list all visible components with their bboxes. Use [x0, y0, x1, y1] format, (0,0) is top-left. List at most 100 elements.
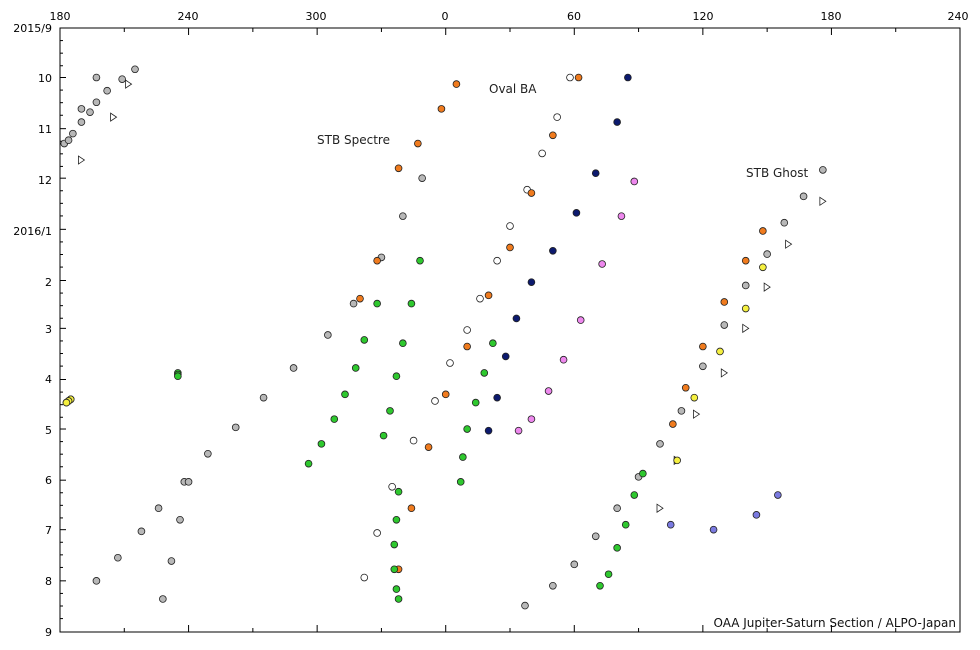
data-point — [514, 426, 523, 435]
data-point — [624, 73, 632, 82]
data-point — [317, 440, 326, 448]
y-tick-label-12: 9 — [45, 626, 52, 639]
data-point — [62, 398, 71, 407]
data-point — [414, 139, 422, 148]
data-point — [416, 256, 424, 265]
data-point — [741, 304, 750, 313]
data-point — [521, 601, 529, 610]
data-point — [639, 469, 647, 478]
data-point — [330, 415, 339, 423]
data-point — [69, 129, 77, 138]
data-point — [184, 478, 193, 486]
data-point — [621, 520, 630, 529]
data-point — [576, 316, 585, 324]
data-point — [289, 364, 298, 372]
data-point — [480, 369, 489, 377]
y-tick-label-8: 5 — [45, 424, 52, 437]
y-tick-label-4: 2016/1 — [13, 225, 52, 238]
data-point — [392, 585, 401, 593]
data-point — [669, 420, 677, 428]
data-point — [349, 299, 358, 308]
data-point — [392, 372, 401, 381]
data-point — [456, 478, 465, 486]
data-point — [77, 118, 86, 126]
data-point — [167, 557, 176, 565]
data-point — [489, 339, 497, 348]
data-point — [709, 525, 718, 534]
data-point — [304, 459, 313, 468]
data-point — [463, 425, 471, 433]
data-point — [407, 504, 416, 513]
data-point — [553, 113, 561, 121]
data-point — [759, 227, 767, 235]
data-point — [441, 390, 450, 399]
data-point — [591, 532, 600, 541]
data-point — [424, 443, 433, 451]
data-point — [360, 573, 369, 582]
y-tick-label-0: 2015/9 — [13, 22, 52, 35]
data-point — [452, 80, 461, 88]
data-point — [86, 108, 94, 116]
data-point — [446, 359, 454, 367]
data-point — [596, 581, 604, 590]
y-tick-label-6: 3 — [45, 323, 52, 336]
plot-frame — [59, 27, 961, 633]
data-point — [570, 560, 579, 569]
data-point — [527, 189, 536, 197]
data-point-triangle — [742, 323, 750, 334]
data-point — [656, 440, 664, 448]
data-point — [418, 174, 426, 182]
data-point — [763, 250, 771, 258]
y-tick-label-9: 6 — [45, 474, 52, 487]
scatter-marks — [60, 65, 827, 610]
data-point — [463, 342, 471, 351]
data-point — [137, 527, 146, 536]
data-point — [390, 540, 399, 549]
data-point — [154, 504, 163, 513]
y-tick-label-1: 10 — [38, 72, 52, 85]
data-point — [324, 331, 332, 339]
data-point — [799, 192, 808, 201]
data-point — [673, 456, 681, 465]
x-tick-label-4: 60 — [567, 10, 581, 23]
y-tick-label-7: 4 — [45, 373, 52, 386]
data-point — [390, 565, 399, 574]
data-point — [174, 372, 182, 381]
data-point-triangle — [110, 112, 118, 122]
data-point — [617, 212, 626, 220]
annotation-stb-spectre: STB Spectre — [317, 133, 390, 147]
data-point — [741, 281, 750, 290]
data-point — [399, 339, 407, 348]
data-point — [512, 314, 521, 323]
data-point — [114, 553, 122, 562]
data-point — [64, 136, 73, 145]
data-point — [103, 86, 111, 95]
y-tick-label-10: 7 — [45, 524, 52, 537]
data-point — [431, 397, 439, 405]
x-tick-label-6: 180 — [821, 10, 842, 23]
data-point — [549, 246, 557, 255]
data-point — [463, 326, 471, 334]
data-point — [379, 431, 388, 440]
data-point-triangle — [763, 282, 771, 292]
data-point — [699, 362, 707, 371]
data-point — [259, 393, 268, 402]
data-point — [720, 298, 729, 306]
data-point — [493, 393, 501, 402]
data-point — [231, 423, 240, 432]
data-point — [574, 73, 583, 82]
data-point — [613, 504, 621, 513]
data-point — [392, 515, 401, 524]
x-tick-labels: 180 240 300 0 60 120 180 240 — [50, 10, 969, 23]
data-point — [394, 164, 403, 173]
data-point-triangle — [656, 503, 664, 513]
data-point — [741, 256, 750, 265]
data-point — [92, 577, 101, 585]
data-point — [759, 263, 767, 272]
x-tick-label-0: 180 — [50, 10, 71, 23]
data-point — [493, 256, 501, 265]
data-point — [501, 352, 510, 361]
data-point — [373, 529, 381, 537]
data-point-triangle — [720, 368, 729, 378]
data-point — [527, 278, 536, 286]
